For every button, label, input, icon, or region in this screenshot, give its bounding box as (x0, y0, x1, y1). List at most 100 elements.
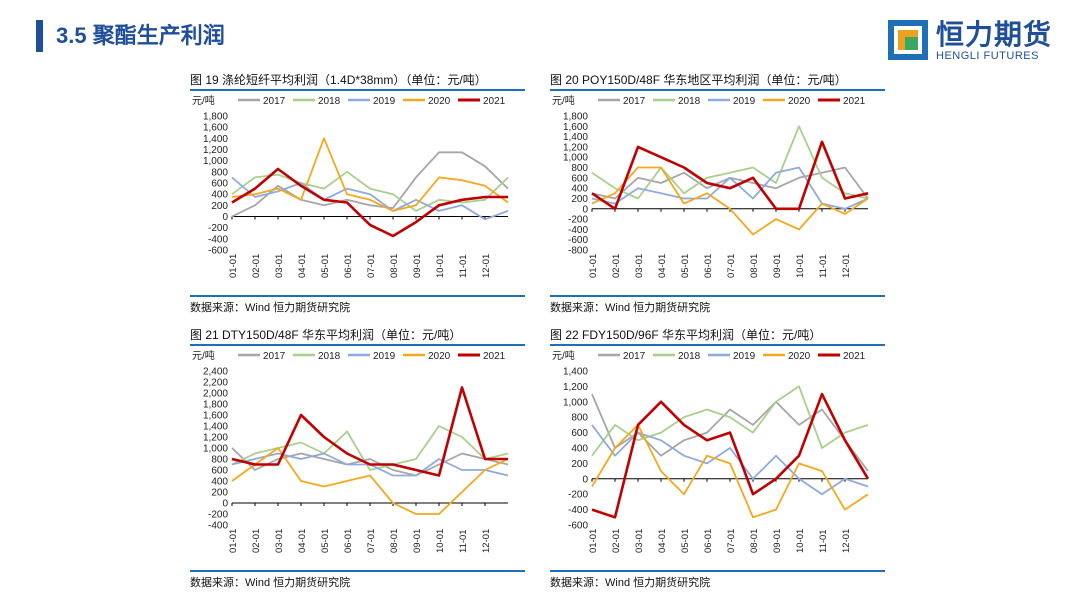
series-line-2018 (231, 170, 509, 212)
series-line-2018 (591, 125, 869, 200)
series-line-2019 (591, 424, 869, 496)
y-tick-label: 0 (582, 474, 588, 485)
y-tick-label: 0 (582, 204, 588, 215)
y-tick-label: 200 (571, 459, 588, 470)
y-tick-label: -400 (208, 521, 228, 532)
x-tick-label: 04-01 (657, 529, 668, 553)
y-tick-label: 600 (211, 466, 228, 477)
legend-label: 2020 (428, 351, 451, 362)
legend-label: 2017 (263, 351, 286, 362)
legend-label: 2019 (733, 96, 756, 107)
data-source: 数据来源：Wind 恒力期货研究院 (190, 577, 351, 589)
x-tick-label: 01-01 (588, 254, 599, 278)
title-rule (190, 344, 525, 346)
chart-panel-21: 图 21 DTY150D/48F 华东平均利润（单位：元/吨） 元/吨 2017 2… (190, 327, 525, 592)
series-line-2017 (231, 151, 509, 218)
company-logo: 恒力期货 HENGLI FUTURES (888, 19, 1068, 66)
y-tick-label: 800 (211, 167, 228, 178)
logo-text-cn: 恒力期货 (936, 19, 1053, 50)
x-tick-label: 09-01 (412, 254, 423, 278)
y-tick-label: 1,800 (203, 112, 228, 123)
x-tick-label: 02-01 (611, 254, 622, 278)
legend-label: 2018 (318, 96, 341, 107)
x-tick-label: 05-01 (680, 529, 691, 553)
y-tick-label: 2,400 (203, 367, 228, 378)
y-tick-label: 1,600 (563, 122, 588, 133)
data-source: 数据来源：Wind 恒力期货研究院 (550, 577, 711, 589)
y-tick-label: 200 (211, 201, 228, 212)
y-tick-label: 2,000 (203, 389, 228, 400)
series-line-2019 (231, 176, 509, 221)
chart-panel-20: 图 20 POY150D/48F 华东地区平均利润（单位：元/吨） 元/吨 201… (550, 72, 885, 314)
x-tick-label: 09-01 (412, 529, 423, 553)
legend-label: 2021 (843, 351, 866, 362)
y-tick-label: 1,200 (203, 145, 228, 156)
x-tick-label: 04-01 (657, 254, 668, 278)
x-tick-label: 11-01 (818, 254, 829, 278)
y-tick-label: 1,200 (563, 142, 588, 153)
x-tick-label: 11-01 (818, 529, 829, 553)
y-axis-label: 元/吨 (192, 94, 215, 107)
x-tick-label: 08-01 (749, 254, 760, 278)
series-line-2020 (591, 166, 869, 236)
y-tick-label: 1,400 (563, 367, 588, 378)
x-tick-label: 02-01 (251, 254, 262, 278)
x-tick-label: 12-01 (841, 254, 852, 278)
x-tick-label: 01-01 (228, 254, 239, 278)
y-tick-label: 600 (211, 179, 228, 190)
legend-label: 2019 (373, 351, 396, 362)
x-tick-label: 04-01 (297, 529, 308, 553)
x-tick-label: 11-01 (458, 529, 469, 553)
x-tick-label: 09-01 (772, 254, 783, 278)
y-tick-label: 600 (571, 428, 588, 439)
series-line-2021 (591, 140, 869, 211)
y-tick-label: 1,000 (563, 397, 588, 408)
y-tick-label: 1,200 (203, 433, 228, 444)
x-tick-label: 06-01 (343, 254, 354, 278)
chart-panel-22: 图 22 FDY150D/96F 华东平均利润（单位：元/吨） 元/吨 2017 2… (550, 327, 885, 592)
x-tick-label: 02-01 (611, 529, 622, 553)
legend-label: 2018 (318, 351, 341, 362)
chart-title: 图 19 涤纶短纤平均利润（1.4D*38mm）（单位：元/吨） (190, 73, 487, 87)
legend-label: 2018 (678, 351, 701, 362)
legend-label: 2021 (843, 96, 866, 107)
line-chart-21: 元/吨 2017 2018 2019 2020 20212,4002,2002,0001,… (192, 349, 509, 553)
legend-label: 2020 (788, 351, 811, 362)
y-tick-label: 2,200 (203, 378, 228, 389)
y-tick-label: -200 (208, 223, 228, 234)
legend-label: 2020 (788, 96, 811, 107)
y-tick-label: 1,400 (563, 132, 588, 143)
y-tick-label: -200 (208, 510, 228, 521)
legend-label: 2021 (483, 351, 506, 362)
source-rule (190, 570, 525, 572)
y-tick-label: -800 (568, 246, 588, 257)
source-rule (190, 295, 525, 297)
y-tick-label: 1,000 (203, 156, 228, 167)
y-tick-label: 0 (222, 212, 228, 223)
x-tick-label: 01-01 (588, 529, 599, 553)
y-tick-label: 1,800 (203, 400, 228, 411)
legend-label: 2017 (623, 351, 646, 362)
legend-label: 2019 (373, 96, 396, 107)
y-tick-label: -600 (568, 235, 588, 246)
x-tick-label: 10-01 (795, 254, 806, 278)
y-tick-label: 800 (571, 163, 588, 174)
title-rule (550, 89, 885, 91)
source-rule (550, 295, 885, 297)
y-tick-label: 800 (571, 413, 588, 424)
line-chart-22: 元/吨 2017 2018 2019 2020 2021 1,400 1,200 1,000 80… (552, 349, 870, 553)
x-tick-label: 03-01 (274, 254, 285, 278)
chart-title: 图 21 DTY150D/48F 华东平均利润（单位：元/吨） (190, 328, 462, 342)
source-rule (550, 570, 885, 572)
y-axis-label: 元/吨 (192, 349, 215, 362)
y-tick-label: 1,400 (203, 422, 228, 433)
y-tick-label: -200 (568, 490, 588, 501)
logo-text-en: HENGLI FUTURES (936, 50, 1039, 62)
y-tick-label: 400 (571, 444, 588, 455)
x-tick-label: 03-01 (634, 529, 645, 553)
x-tick-label: 09-01 (772, 529, 783, 553)
y-tick-label: 400 (211, 477, 228, 488)
x-tick-label: 12-01 (481, 529, 492, 553)
x-tick-label: 06-01 (703, 529, 714, 553)
x-tick-label: 07-01 (726, 254, 737, 278)
